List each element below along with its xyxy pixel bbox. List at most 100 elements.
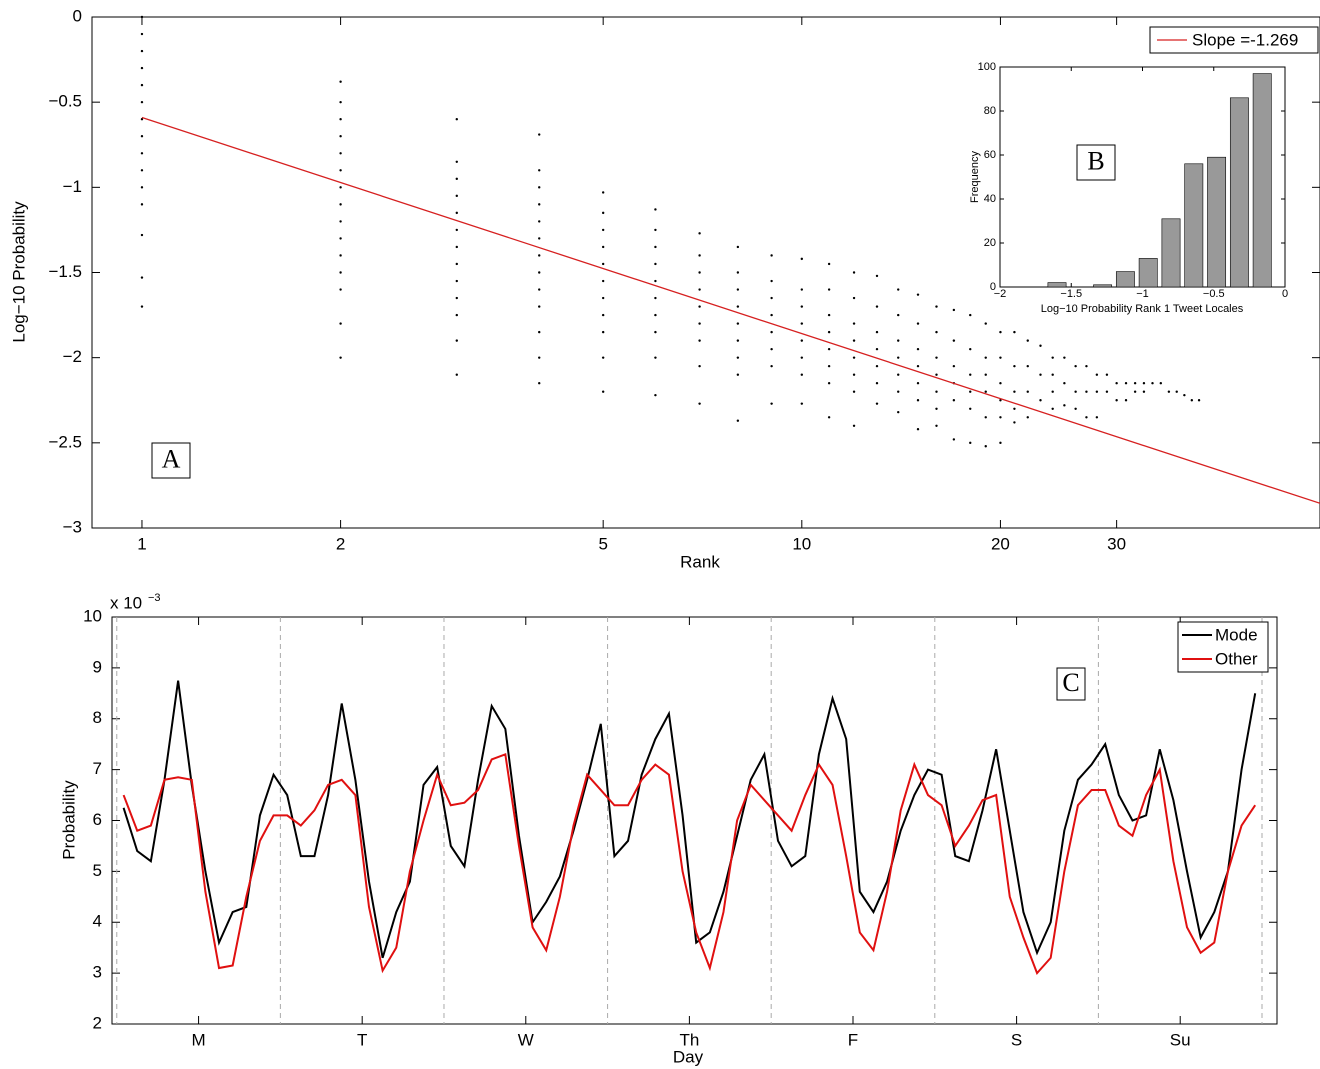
point [455, 373, 458, 376]
x-tick-label: 5 [598, 534, 607, 553]
point [852, 271, 856, 274]
point [339, 203, 342, 206]
point [800, 373, 804, 376]
point [455, 262, 458, 266]
annotation-box [1076, 144, 1116, 181]
point [1115, 399, 1118, 402]
bar [1047, 282, 1067, 288]
point [601, 191, 605, 194]
point [455, 194, 458, 198]
bar [1184, 163, 1204, 288]
point [339, 186, 342, 189]
point [1175, 390, 1178, 393]
point [1063, 356, 1066, 359]
point [1026, 339, 1029, 342]
point [140, 100, 144, 104]
point [916, 293, 920, 296]
point [1074, 407, 1077, 410]
point [601, 330, 605, 334]
x-tick-label: M [191, 1030, 205, 1049]
point [140, 32, 144, 36]
y-tick-label: −3 [63, 517, 82, 536]
y-axis-label: Log−10 Probability [9, 201, 28, 343]
point [800, 322, 804, 325]
point [455, 160, 458, 163]
x-tick-label: Su [1170, 1030, 1191, 1049]
point [736, 322, 740, 325]
point [1115, 382, 1118, 385]
point [1039, 373, 1042, 376]
x-tick-label: 30 [1107, 534, 1126, 553]
point [736, 419, 740, 422]
x-tick-label: 2 [336, 534, 345, 553]
y-tick-label: −0.5 [48, 92, 82, 111]
y-tick-label: 40 [984, 193, 996, 205]
point [852, 356, 856, 359]
point [140, 186, 144, 189]
point [601, 262, 605, 266]
point [698, 364, 701, 368]
point [698, 322, 701, 325]
point [875, 305, 879, 308]
y-tick-label: −2 [63, 347, 82, 366]
point [601, 390, 605, 393]
y-tick-label: 0 [73, 6, 82, 25]
annotation-box [1056, 667, 1086, 701]
point [698, 232, 701, 235]
point [140, 152, 144, 155]
point [654, 393, 657, 397]
point [538, 169, 541, 172]
point [339, 356, 342, 359]
point [827, 364, 831, 368]
x-tick-label: F [848, 1030, 858, 1049]
point [698, 305, 701, 308]
point [770, 347, 773, 351]
point [984, 416, 987, 419]
y-tick-label: −2.5 [48, 432, 82, 451]
point [736, 339, 740, 342]
point [935, 373, 938, 376]
point [770, 364, 773, 368]
legend-label: Slope =-1.269 [1192, 30, 1298, 49]
point [800, 257, 804, 261]
point [1190, 399, 1194, 402]
point [698, 271, 701, 274]
point [601, 296, 605, 300]
point [1095, 390, 1099, 393]
point [852, 339, 856, 342]
point [455, 118, 458, 121]
point [897, 390, 900, 393]
point [538, 203, 541, 206]
y-tick-label: 2 [93, 1013, 102, 1032]
y-tick-label: 10 [83, 606, 102, 625]
point [935, 305, 938, 308]
plot-area [111, 616, 1278, 1025]
point [969, 441, 972, 445]
legend-box [1177, 621, 1269, 673]
point [800, 356, 804, 359]
point [969, 373, 972, 376]
point [339, 237, 342, 240]
point [1183, 393, 1186, 397]
point [827, 416, 831, 419]
bar [1093, 284, 1113, 288]
y-tick-label: 9 [93, 657, 102, 676]
point [339, 135, 342, 138]
point [601, 228, 605, 232]
point [1085, 390, 1088, 393]
point [952, 339, 956, 342]
point [935, 356, 938, 359]
point [736, 271, 740, 274]
point [601, 356, 605, 359]
point [1063, 382, 1066, 385]
point [654, 296, 657, 300]
point [1051, 373, 1054, 376]
point [999, 382, 1002, 385]
point [601, 245, 605, 249]
axis-multiplier: x 10 [110, 593, 142, 612]
point [1074, 390, 1077, 393]
point [770, 330, 773, 334]
y-axis-label: Frequency [969, 151, 981, 203]
point [984, 356, 987, 359]
point [916, 322, 920, 325]
